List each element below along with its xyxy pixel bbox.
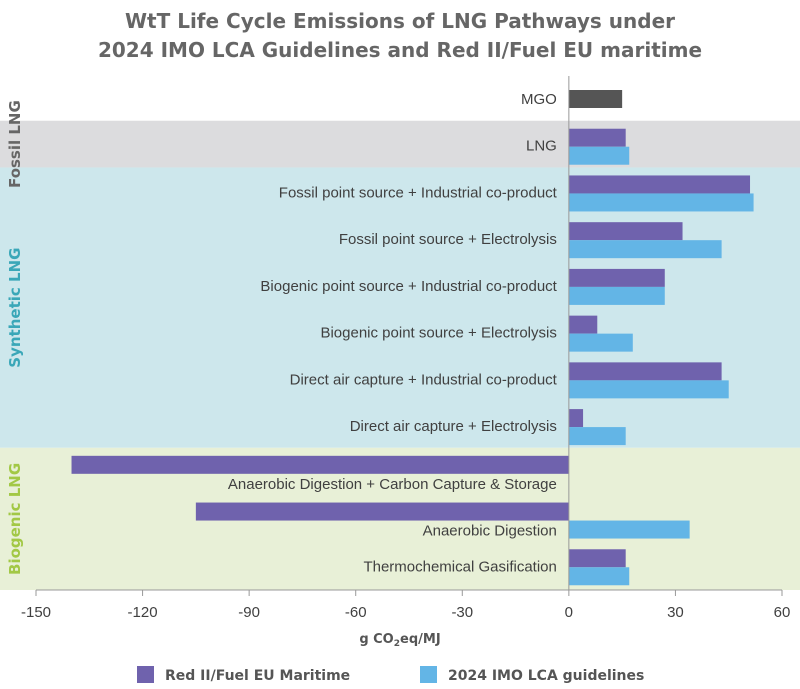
chart-title-line-2: 2024 IMO LCA Guidelines and Red II/Fuel … [98, 38, 702, 62]
category-label-mgo: MGO [521, 91, 557, 108]
bar-2024-imo-lca-guidelines-biogenic-point-source-electrolysis [568, 333, 633, 352]
legend-swatch-red-ii [137, 666, 154, 683]
bar-2024-imo-lca-guidelines-anaerobic-digestion [568, 520, 690, 539]
x-tick-label-neg90: -90 [238, 604, 260, 621]
group-label-fossil-lng: Fossil LNG [6, 100, 24, 188]
category-label-biogenic-point-source-electrolysis: Biogenic point source + Electrolysis [320, 325, 556, 342]
x-tick-label-0: 0 [565, 604, 573, 621]
bar-red-ii-fuel-eu-maritime-fossil-point-source-industrial-co-product [568, 175, 751, 194]
category-label-fossil-point-source-industrial-co-product: Fossil point source + Industrial co-prod… [279, 184, 558, 201]
bar-2024-imo-lca-guidelines-thermochemical-gasification [568, 567, 630, 586]
legend: Red II/Fuel EU Maritime 2024 IMO LCA gui… [137, 666, 644, 684]
category-label-fossil-point-source-electrolysis: Fossil point source + Electrolysis [339, 231, 557, 248]
category-label-direct-air-capture-industrial-co-product: Direct air capture + Industrial co-produ… [290, 371, 558, 388]
x-axis-title: g CO2eq/MJ [359, 632, 440, 649]
category-label-thermochemical-gasification: Thermochemical Gasification [363, 558, 556, 575]
chart-title-line-1: WtT Life Cycle Emissions of LNG Pathways… [125, 9, 675, 33]
group-band-synthetic-lng [0, 167, 800, 448]
x-axis-title-sub: 2 [394, 639, 400, 649]
x-tick-label-neg60: -60 [345, 604, 367, 621]
x-tick-label-60: 60 [774, 604, 791, 621]
category-labels: Fossil LNG Synthetic LNG Biogenic LNG MGO LN… [6, 91, 558, 575]
bar-red-ii-fuel-eu-maritime-fossil-point-source-electrolysis [568, 222, 683, 241]
bar-2024-imo-lca-guidelines-biogenic-point-source-industrial-co-product [568, 286, 665, 305]
bar-2024-imo-lca-guidelines-fossil-point-source-industrial-co-product [568, 193, 754, 212]
bar-red-ii-fuel-eu-maritime-anaerobic-digestion-carbon-capture-storage [71, 455, 569, 474]
bar-red-ii-fuel-eu-maritime-direct-air-capture-electrolysis [568, 409, 584, 428]
bars [71, 90, 754, 586]
category-label-anaerobic-digestion-carbon-capture-storage: Anaerobic Digestion + Carbon Capture & S… [228, 476, 557, 493]
bar-red-ii-fuel-eu-maritime-biogenic-point-source-industrial-co-product [568, 268, 665, 287]
bar-red-ii-fuel-eu-maritime-anaerobic-digestion [195, 502, 569, 521]
category-label-lng: LNG [526, 138, 557, 155]
bar-2024-imo-lca-guidelines-direct-air-capture-electrolysis [568, 427, 626, 446]
bar-red-ii-fuel-eu-maritime-direct-air-capture-industrial-co-product [568, 362, 722, 381]
bar-2024-imo-lca-guidelines-fossil-point-source-electrolysis [568, 240, 722, 259]
x-tick-label-neg150: -150 [21, 604, 51, 621]
x-axis: -150 -120 -90 -60 -30 0 30 60 [21, 76, 790, 621]
x-tick-label-30: 30 [667, 604, 684, 621]
group-band-fossil-lng [0, 120, 800, 168]
legend-label-imo: 2024 IMO LCA guidelines [448, 668, 644, 684]
x-tick-label-neg30: -30 [451, 604, 473, 621]
legend-swatch-imo [420, 666, 437, 683]
category-label-anaerobic-digestion: Anaerobic Digestion [423, 523, 557, 540]
group-label-synthetic-lng: Synthetic LNG [6, 248, 24, 368]
bar-2024-imo-lca-guidelines-direct-air-capture-industrial-co-product [568, 380, 729, 399]
legend-label-red-ii: Red II/Fuel EU Maritime [165, 668, 350, 684]
category-label-direct-air-capture-electrolysis: Direct air capture + Electrolysis [350, 418, 557, 435]
x-axis-title-tail: eq/MJ [400, 632, 441, 647]
category-label-biogenic-point-source-industrial-co-product: Biogenic point source + Industrial co-pr… [260, 278, 557, 295]
bar-red-ii-fuel-eu-maritime-biogenic-point-source-electrolysis [568, 315, 598, 334]
bar-2024-imo-lca-guidelines-lng [568, 146, 630, 165]
x-axis-title-main: g CO [359, 632, 393, 647]
bar-red-ii-fuel-eu-maritime-thermochemical-gasification [568, 549, 626, 568]
x-tick-label-neg120: -120 [128, 604, 158, 621]
bar-red-ii-fuel-eu-maritime-lng [568, 128, 626, 147]
bar-mgo [568, 90, 623, 108]
group-label-biogenic-lng: Biogenic LNG [6, 463, 24, 575]
